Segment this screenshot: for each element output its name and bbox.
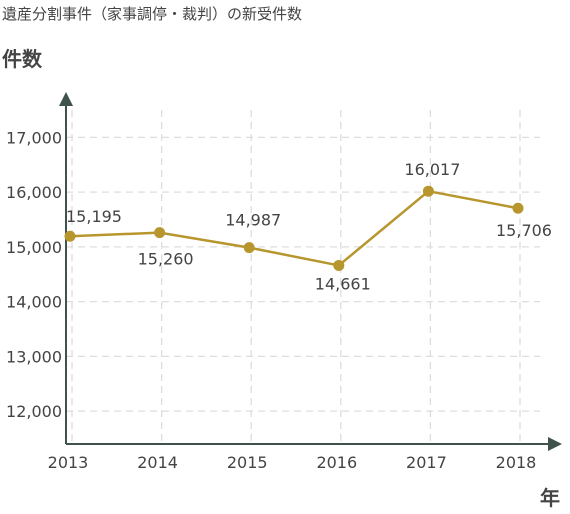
data-point — [512, 202, 524, 214]
data-labels: 15,195 15,260 14,987 14,661 16,017 15,706 — [66, 160, 552, 293]
data-label: 15,195 — [66, 207, 122, 226]
data-points — [64, 185, 524, 271]
data-point — [243, 242, 255, 254]
x-tick-label: 2016 — [316, 453, 357, 472]
chart-title: 遺産分割事件（家事調停・裁判）の新受件数 — [2, 5, 302, 23]
axes — [59, 92, 562, 451]
x-tick-labels: 2013 2014 2015 2016 2017 2018 — [48, 453, 537, 472]
x-tick-label: 2014 — [137, 453, 178, 472]
series-polyline — [69, 189, 519, 267]
x-axis-arrow — [548, 437, 562, 451]
data-label: 14,661 — [315, 274, 371, 293]
x-axis-label: 年 — [540, 486, 560, 510]
y-tick-label: 13,000 — [6, 347, 62, 366]
x-tick-label: 2015 — [227, 453, 268, 472]
y-axis-arrow — [59, 92, 73, 106]
data-point — [64, 230, 76, 242]
data-label: 15,706 — [496, 221, 552, 240]
y-tick-labels: 12,000 13,000 14,000 15,000 16,000 17,000 — [6, 128, 62, 421]
y-tick-label: 15,000 — [6, 238, 62, 257]
series-line — [69, 189, 519, 267]
y-axis-label: 件数 — [2, 47, 43, 71]
x-tick-label: 2013 — [48, 453, 89, 472]
data-label: 14,987 — [225, 211, 281, 230]
y-tick-label: 12,000 — [6, 402, 62, 421]
data-point — [333, 259, 345, 271]
data-label: 16,017 — [404, 160, 460, 179]
x-tick-label: 2018 — [496, 453, 537, 472]
data-label: 15,260 — [138, 250, 194, 269]
data-point — [154, 227, 166, 239]
y-tick-label: 16,000 — [6, 183, 62, 202]
data-point — [422, 185, 434, 197]
x-tick-label: 2017 — [406, 453, 447, 472]
grid — [66, 110, 540, 444]
y-tick-label: 17,000 — [6, 128, 62, 147]
y-tick-label: 14,000 — [6, 293, 62, 312]
